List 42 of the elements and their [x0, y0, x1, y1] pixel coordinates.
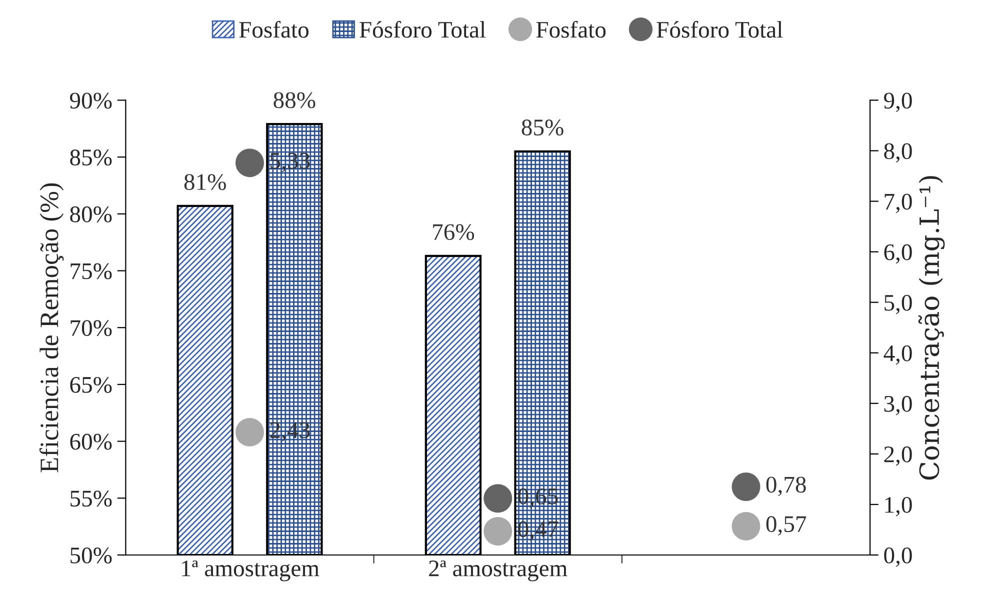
y2-tick-label: 3,0	[884, 396, 912, 416]
y-tick-label: 85%	[70, 150, 112, 166]
y-tick-label: 65%	[70, 376, 112, 393]
legend-label: Fosfato	[239, 20, 308, 38]
legend-label: Fósforo Total	[656, 20, 783, 38]
data-label: 2,43	[270, 422, 310, 442]
x-tick-label: 1ª amostragem	[182, 560, 320, 582]
y-tick-label: 70%	[70, 320, 112, 336]
x-tick-label: 2ª amostragem	[429, 560, 568, 582]
data-label: 0,57	[766, 516, 806, 536]
y2-tick-label: 0,0	[884, 547, 912, 567]
annotation: 5,33	[270, 152, 310, 172]
point	[484, 517, 512, 546]
y-tick-label: 75%	[70, 263, 112, 280]
y2-axis-title: Concentração (mg.L⁻¹)	[918, 176, 945, 480]
y2-tick-label: 4,0	[884, 345, 912, 365]
y-tick-label: 55%	[70, 490, 112, 507]
y2-tick-label: 6,0	[884, 244, 912, 264]
y-tick-label: 90%	[70, 92, 112, 109]
y2-tick-label: 9,0	[884, 92, 912, 112]
legend-label: Fosfato	[536, 20, 606, 38]
data-label: 81%	[184, 174, 226, 190]
y2-tick-label: 7,0	[884, 194, 912, 214]
y2-tick-label: 2,0	[884, 446, 912, 466]
data-label: 88%	[274, 92, 316, 108]
point	[236, 418, 264, 446]
point	[236, 148, 264, 178]
y-tick-label: 80%	[70, 206, 112, 222]
y2-tick-label: 5,0	[884, 294, 912, 314]
y-axis-title: Eficiencia de Remoção (%)	[39, 183, 64, 472]
annotation: 0,65	[518, 488, 558, 508]
y2-tick-label: 1,0	[885, 496, 912, 516]
point	[732, 512, 760, 540]
legend-label: Fósforo Total	[360, 20, 486, 38]
y-tick-label: 50%	[70, 547, 112, 564]
data-label: 85%	[522, 120, 564, 136]
point	[484, 484, 512, 513]
point	[732, 472, 760, 502]
annotation: 0,78	[766, 476, 806, 496]
y-tick-label: 60%	[70, 434, 112, 450]
data-label: 76%	[433, 224, 474, 240]
y2-tick-label: 8,0	[884, 143, 912, 163]
